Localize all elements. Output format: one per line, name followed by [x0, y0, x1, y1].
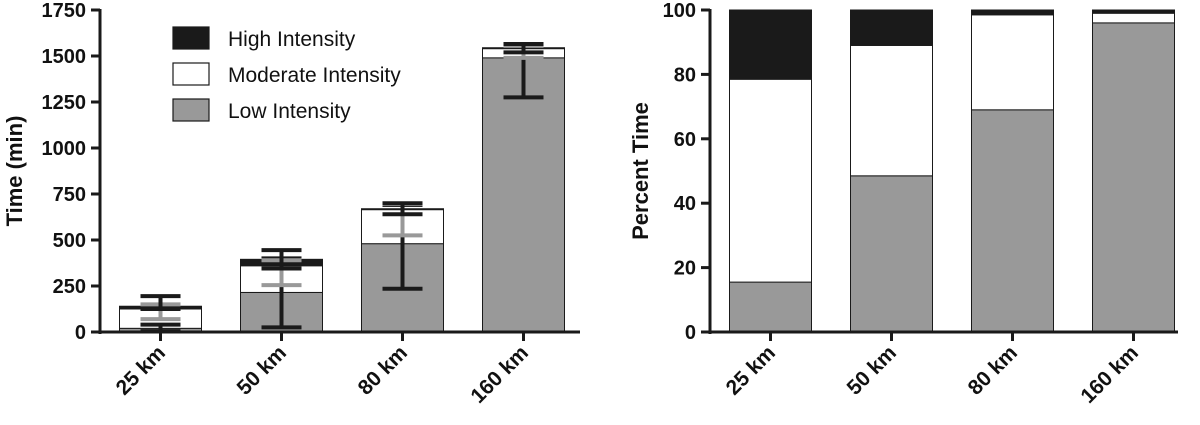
bar-1-1-1 [850, 44, 933, 177]
bar-1-1-0 [850, 175, 933, 333]
y-tick-label-1-1: 20 [674, 258, 696, 280]
bar-1-0-2 [729, 9, 812, 80]
x-tick-label-1-3: 160 km [1076, 341, 1143, 408]
legend-label-0: High Intensity [228, 28, 356, 51]
bar-1-2-1 [971, 14, 1054, 111]
y-tick-label-0-6: 1500 [42, 46, 87, 68]
bar-1-0-1 [729, 78, 812, 283]
legend-label-2: Low Intensity [228, 100, 351, 123]
y-axis-label-0: Time (min) [2, 116, 27, 227]
y-tick-label-1-5: 100 [663, 0, 696, 22]
y-tick-label-1-3: 60 [674, 129, 696, 151]
y-tick-label-0-3: 750 [53, 184, 86, 206]
x-tick-label-0-1: 50 km [233, 341, 291, 399]
legend-label-1: Moderate Intensity [228, 64, 401, 87]
legend-swatch-1 [172, 62, 210, 86]
bar-1-0-0 [729, 281, 812, 333]
y-axis-label-1: Percent Time [628, 102, 653, 240]
x-tick-label-0-2: 80 km [354, 341, 412, 399]
x-tick-label-1-0: 25 km [722, 341, 780, 399]
bar-1-3-1 [1092, 12, 1175, 24]
y-tick-label-0-4: 1000 [42, 138, 87, 160]
x-tick-label-0-0: 25 km [112, 341, 170, 399]
x-tick-label-1-2: 80 km [964, 341, 1022, 399]
y-tick-label-1-0: 0 [685, 322, 696, 344]
legend-swatch-2 [172, 98, 210, 122]
y-tick-label-0-1: 250 [53, 276, 86, 298]
x-tick-label-0-3: 160 km [466, 341, 533, 408]
bar-0-3-0 [482, 57, 565, 333]
bar-1-3-0 [1092, 22, 1175, 333]
y-tick-label-0-0: 0 [75, 322, 86, 344]
bar-1-2-2 [971, 9, 1054, 16]
y-tick-label-0-2: 500 [53, 230, 86, 252]
y-tick-label-1-2: 40 [674, 193, 696, 215]
y-tick-label-0-5: 1250 [42, 92, 87, 114]
y-tick-label-1-4: 80 [674, 64, 696, 86]
bar-1-1-2 [850, 9, 933, 46]
y-tick-label-0-7: 1750 [42, 0, 87, 22]
bar-1-3-2 [1092, 9, 1175, 14]
bar-1-2-0 [971, 109, 1054, 333]
x-tick-label-1-1: 50 km [843, 341, 901, 399]
legend-swatch-0 [172, 26, 210, 50]
